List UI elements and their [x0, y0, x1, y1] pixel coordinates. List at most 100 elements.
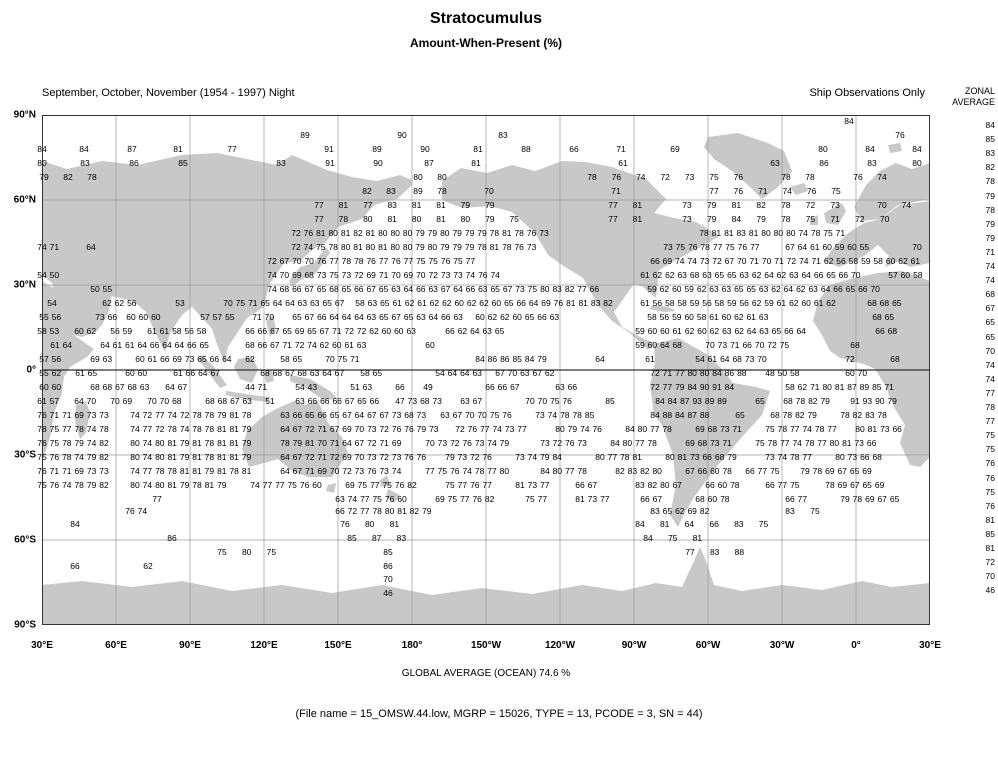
- grid-value: 65: [378, 283, 389, 294]
- grid-value: 64: [322, 367, 332, 378]
- grid-value: 71: [811, 255, 821, 266]
- grid-value: 84: [865, 143, 875, 154]
- grid-value: 62: [487, 311, 498, 322]
- grid-value: 74: [130, 423, 140, 434]
- grid-value: 58: [360, 367, 370, 378]
- zonal-average-value: 68: [985, 288, 995, 299]
- grid-value: 78: [489, 227, 500, 238]
- grid-value: 74: [802, 423, 812, 434]
- grid-value: 65: [292, 353, 303, 364]
- grid-value: 60: [512, 311, 522, 322]
- grid-value: 61: [813, 297, 824, 308]
- grid-value: 66: [866, 437, 877, 448]
- grid-value: 73: [474, 437, 485, 448]
- grid-value: 67: [672, 479, 682, 490]
- grid-value: 77: [457, 479, 468, 490]
- grid-value: 74: [777, 451, 788, 462]
- zonal-average-label: ZONAL AVERAGE: [952, 86, 995, 108]
- zonal-average-value: 76: [985, 472, 995, 483]
- grid-value: 59: [727, 297, 737, 308]
- grid-value: 76: [502, 409, 512, 420]
- grid-value: 76: [592, 423, 602, 434]
- grid-value: 62: [652, 269, 663, 280]
- grid-value: 78: [192, 479, 202, 490]
- page-title: Stratocumulus: [429, 10, 542, 27]
- zonal-average-value: 74: [985, 373, 995, 384]
- grid-value: 77: [227, 143, 237, 154]
- grid-value: 79: [800, 465, 810, 476]
- grid-value: 80: [437, 171, 447, 182]
- grid-value: 67: [440, 283, 451, 294]
- grid-value: 76: [462, 437, 472, 448]
- grid-value: 80: [540, 283, 550, 294]
- grid-value: 61: [344, 339, 354, 350]
- grid-value: 60: [900, 269, 911, 280]
- grid-value: 62: [245, 353, 255, 364]
- grid-value: 89: [717, 395, 727, 406]
- grid-value: 62: [659, 283, 670, 294]
- grid-value: 65: [826, 269, 836, 280]
- grid-value: 62: [86, 325, 97, 336]
- lat-tick-label: 90°S: [14, 619, 36, 631]
- grid-value: 67: [652, 493, 663, 504]
- grid-value: 88: [662, 409, 673, 420]
- grid-value: 75: [382, 479, 392, 490]
- grid-value: 61: [392, 297, 402, 308]
- grid-value: 63: [460, 395, 470, 406]
- grid-value: 65: [260, 297, 270, 308]
- grid-value: 60: [721, 311, 732, 322]
- grid-value: 79: [74, 437, 84, 448]
- grid-value: 85: [347, 532, 357, 543]
- grid-value: 61: [147, 325, 157, 336]
- grid-value: 60: [137, 367, 148, 378]
- grid-value: 71: [830, 213, 840, 224]
- grid-value: 71: [835, 227, 846, 238]
- grid-value: 50: [777, 367, 788, 378]
- grid-value: 78: [781, 171, 791, 182]
- zonal-average-value: 76: [985, 500, 995, 511]
- grid-value: 77: [363, 199, 373, 210]
- grid-value: 58: [785, 381, 795, 392]
- grid-value: 59: [834, 241, 845, 252]
- grid-value: 69: [825, 465, 835, 476]
- grid-value: 80: [440, 227, 450, 238]
- grid-value: 70: [416, 269, 426, 280]
- grid-value: 74: [799, 255, 809, 266]
- grid-value: 80: [555, 423, 565, 434]
- grid-value: 56: [110, 325, 120, 336]
- grid-value: 70: [110, 395, 120, 406]
- grid-value: 64: [74, 395, 84, 406]
- grid-value: 76: [562, 395, 572, 406]
- grid-value: 68: [127, 381, 137, 392]
- grid-value: 76: [611, 171, 622, 182]
- grid-value: 67: [304, 311, 315, 322]
- grid-value: 90: [875, 395, 885, 406]
- grid-value: 65: [735, 409, 745, 420]
- zonal-average-value: 72: [985, 556, 995, 567]
- grid-value: 72: [650, 381, 660, 392]
- zonal-average-value: 81: [985, 542, 995, 553]
- grid-value: 60: [710, 465, 720, 476]
- grid-value: 77: [757, 465, 768, 476]
- grid-value: 66: [317, 409, 327, 420]
- grid-value: 66: [185, 367, 196, 378]
- source-caption: Ship Observations Only: [809, 87, 925, 99]
- grid-value: 77: [537, 493, 548, 504]
- grid-value: 77: [662, 381, 673, 392]
- grid-value: 79: [179, 451, 190, 462]
- grid-value: 67: [334, 367, 345, 378]
- grid-value: 76: [394, 479, 405, 490]
- grid-value: 76: [733, 185, 744, 196]
- grid-value: 56: [51, 311, 62, 322]
- grid-value: 77: [790, 423, 800, 434]
- grid-value: 67: [285, 367, 295, 378]
- grid-value: 61: [746, 311, 756, 322]
- grid-value: 71: [350, 353, 360, 364]
- grid-value: 67: [292, 465, 303, 476]
- grid-value: 73: [316, 269, 327, 280]
- grid-value: 81: [387, 213, 397, 224]
- grid-value: 83: [785, 505, 795, 516]
- grid-value: 64: [460, 367, 470, 378]
- grid-value: 79: [292, 437, 303, 448]
- grid-value: 70: [292, 255, 302, 266]
